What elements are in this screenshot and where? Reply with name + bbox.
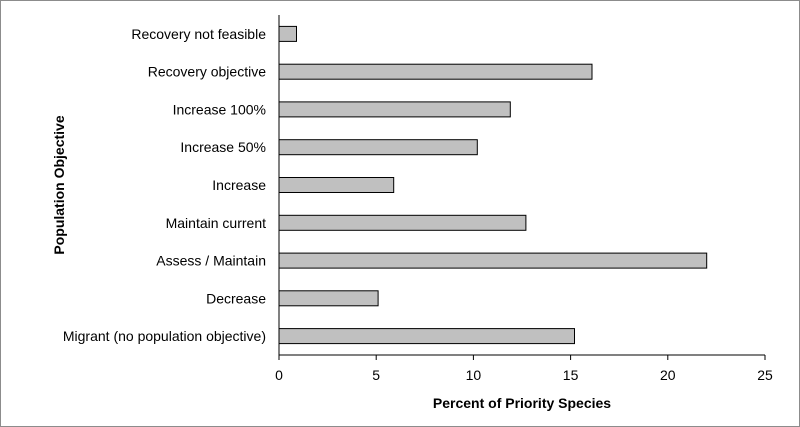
category-label-6: Assess / Maintain	[156, 253, 266, 269]
category-label-2: Increase 100%	[173, 101, 266, 117]
x-tick-label-5: 25	[757, 367, 773, 383]
category-label-5: Maintain current	[166, 215, 266, 231]
bar-7	[278, 290, 379, 307]
x-ticks	[278, 355, 766, 360]
category-label-8: Migrant (no population objective)	[63, 328, 266, 344]
category-labels: Recovery not feasible Recovery objective I…	[63, 26, 266, 344]
category-label-0: Recovery not feasible	[131, 26, 266, 42]
x-tick-label-0: 0	[275, 367, 283, 383]
x-tick-label-4: 20	[660, 367, 676, 383]
category-label-1: Recovery objective	[148, 64, 266, 80]
bar-1	[278, 63, 593, 80]
bar-5	[278, 214, 527, 231]
x-tick-label-3: 15	[563, 367, 579, 383]
x-tick-label-1: 5	[372, 367, 380, 383]
x-axis-title: Percent of Priority Species	[433, 395, 611, 411]
bar-2	[278, 101, 511, 118]
bar-4	[278, 177, 395, 193]
bar-0	[278, 25, 297, 42]
x-tick-labels: 0 5 10 15 20 25	[275, 367, 773, 383]
category-label-3: Increase 50%	[180, 139, 266, 155]
bar-3	[278, 139, 478, 156]
x-tick-label-2: 10	[466, 367, 482, 383]
bar-6	[278, 252, 708, 269]
bar-8	[278, 328, 575, 345]
category-label-4: Increase	[212, 177, 266, 193]
y-axis-title: Population Objective	[51, 115, 67, 254]
category-label-7: Decrease	[206, 290, 266, 306]
bars-group	[278, 25, 708, 345]
